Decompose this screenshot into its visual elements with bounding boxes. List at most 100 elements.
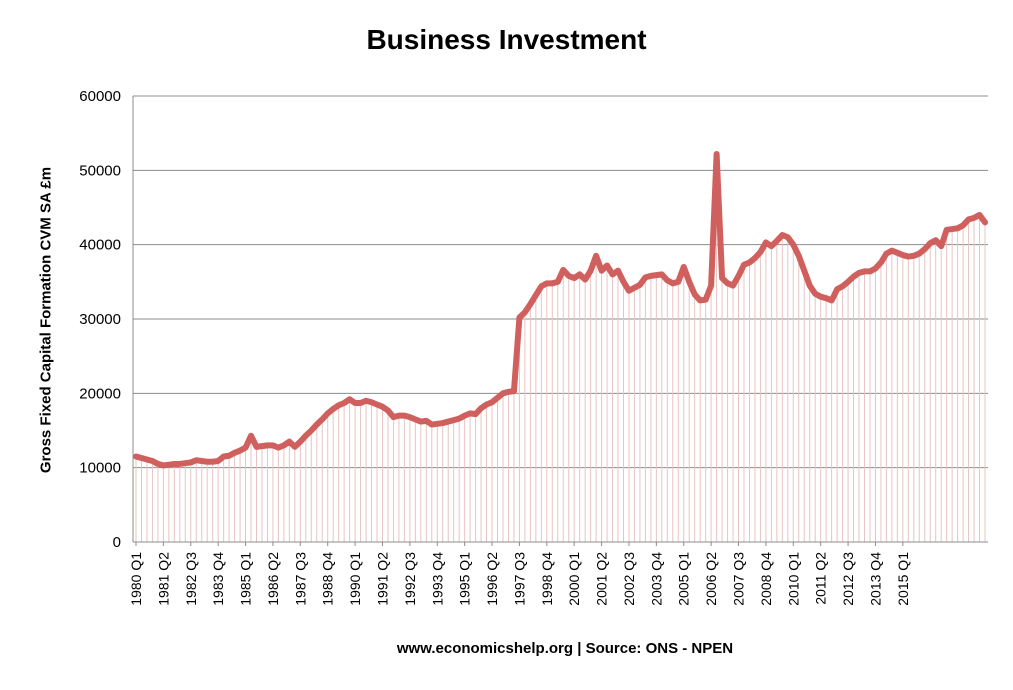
x-tick-label: 2006 Q2 — [703, 552, 719, 606]
data-point — [200, 459, 204, 463]
x-tick-label: 2007 Q3 — [731, 552, 747, 606]
data-point — [824, 296, 828, 300]
y-tick-label: 20000 — [79, 385, 121, 402]
x-tick-label: 2011 Q2 — [813, 552, 829, 605]
data-point — [671, 281, 675, 285]
data-point — [676, 280, 680, 284]
data-point — [249, 434, 253, 438]
data-point — [528, 302, 532, 306]
data-point — [923, 247, 927, 251]
data-point — [901, 253, 905, 257]
data-point — [786, 235, 790, 239]
data-point — [413, 417, 417, 421]
data-point — [370, 400, 374, 404]
axes — [132, 96, 988, 546]
x-tick-label: 2001 Q2 — [594, 552, 610, 606]
data-point — [594, 254, 598, 258]
data-point — [967, 217, 971, 221]
data-point — [764, 240, 768, 244]
data-point — [830, 298, 834, 302]
data-point — [720, 276, 724, 280]
data-point — [983, 220, 987, 224]
x-tick-label: 2000 Q1 — [566, 552, 582, 606]
data-point — [359, 401, 363, 405]
data-point — [600, 269, 604, 273]
data-point — [539, 284, 543, 288]
data-point — [693, 292, 697, 296]
data-point — [293, 445, 297, 449]
data-point — [183, 461, 187, 465]
data-point — [386, 408, 390, 412]
data-point — [506, 390, 510, 394]
data-point — [611, 272, 615, 276]
data-point — [474, 412, 478, 416]
data-point — [424, 419, 428, 423]
data-point — [791, 243, 795, 247]
series-line — [133, 150, 988, 469]
data-point — [276, 446, 280, 450]
data-point — [627, 289, 631, 293]
data-point — [287, 440, 291, 444]
data-point — [890, 249, 894, 253]
data-point — [961, 223, 965, 227]
data-point — [934, 238, 938, 242]
data-point — [408, 415, 412, 419]
data-point — [523, 310, 527, 314]
data-point — [802, 269, 806, 273]
y-tick-label: 50000 — [79, 162, 121, 179]
data-point — [682, 265, 686, 269]
x-tick-label: 1991 Q2 — [374, 552, 390, 606]
data-point — [939, 244, 943, 248]
data-point — [452, 418, 456, 422]
x-tick-label: 1993 Q4 — [429, 552, 445, 606]
data-point — [841, 284, 845, 288]
y-tick-label: 40000 — [79, 237, 121, 254]
data-point — [665, 278, 669, 282]
x-tick-label: 2003 Q4 — [648, 552, 664, 606]
series-layer — [133, 150, 988, 469]
data-point — [654, 273, 658, 277]
data-point — [873, 266, 877, 270]
data-point — [616, 269, 620, 273]
data-point — [485, 402, 489, 406]
data-point — [704, 298, 708, 302]
x-tick-label: 1982 Q3 — [183, 552, 199, 606]
y-tick-label: 60000 — [79, 88, 121, 105]
data-point — [561, 268, 565, 272]
data-point — [578, 272, 582, 276]
data-point — [857, 271, 861, 275]
x-tick-label: 1986 Q2 — [265, 552, 281, 606]
data-point — [950, 227, 954, 231]
data-point — [780, 233, 784, 237]
x-tick-label: 1980 Q1 — [128, 552, 144, 606]
data-point — [194, 458, 198, 462]
data-point — [501, 391, 505, 395]
data-point — [517, 316, 521, 320]
data-point — [912, 254, 916, 258]
x-tick-label: 1992 Q3 — [402, 552, 418, 606]
x-tick-label: 2005 Q1 — [676, 552, 692, 606]
data-point — [457, 417, 461, 421]
data-point — [265, 443, 269, 447]
x-tick-label: 2010 Q1 — [785, 552, 801, 606]
data-point — [928, 241, 932, 245]
data-point — [978, 213, 982, 217]
x-tick-label: 2012 Q3 — [840, 552, 856, 606]
data-point — [737, 274, 741, 278]
data-point — [468, 411, 472, 415]
data-point — [244, 446, 248, 450]
data-point — [189, 460, 193, 464]
data-point — [556, 280, 560, 284]
x-tick-label: 1987 Q3 — [292, 552, 308, 606]
data-point — [364, 399, 368, 403]
data-point — [348, 397, 352, 401]
data-point — [605, 263, 609, 267]
data-point — [380, 405, 384, 409]
data-point — [632, 286, 636, 290]
data-point — [775, 239, 779, 243]
data-point — [139, 456, 143, 460]
data-point — [879, 261, 883, 265]
data-point — [172, 462, 176, 466]
x-tick-label: 1990 Q1 — [347, 552, 363, 606]
data-point — [337, 403, 341, 407]
